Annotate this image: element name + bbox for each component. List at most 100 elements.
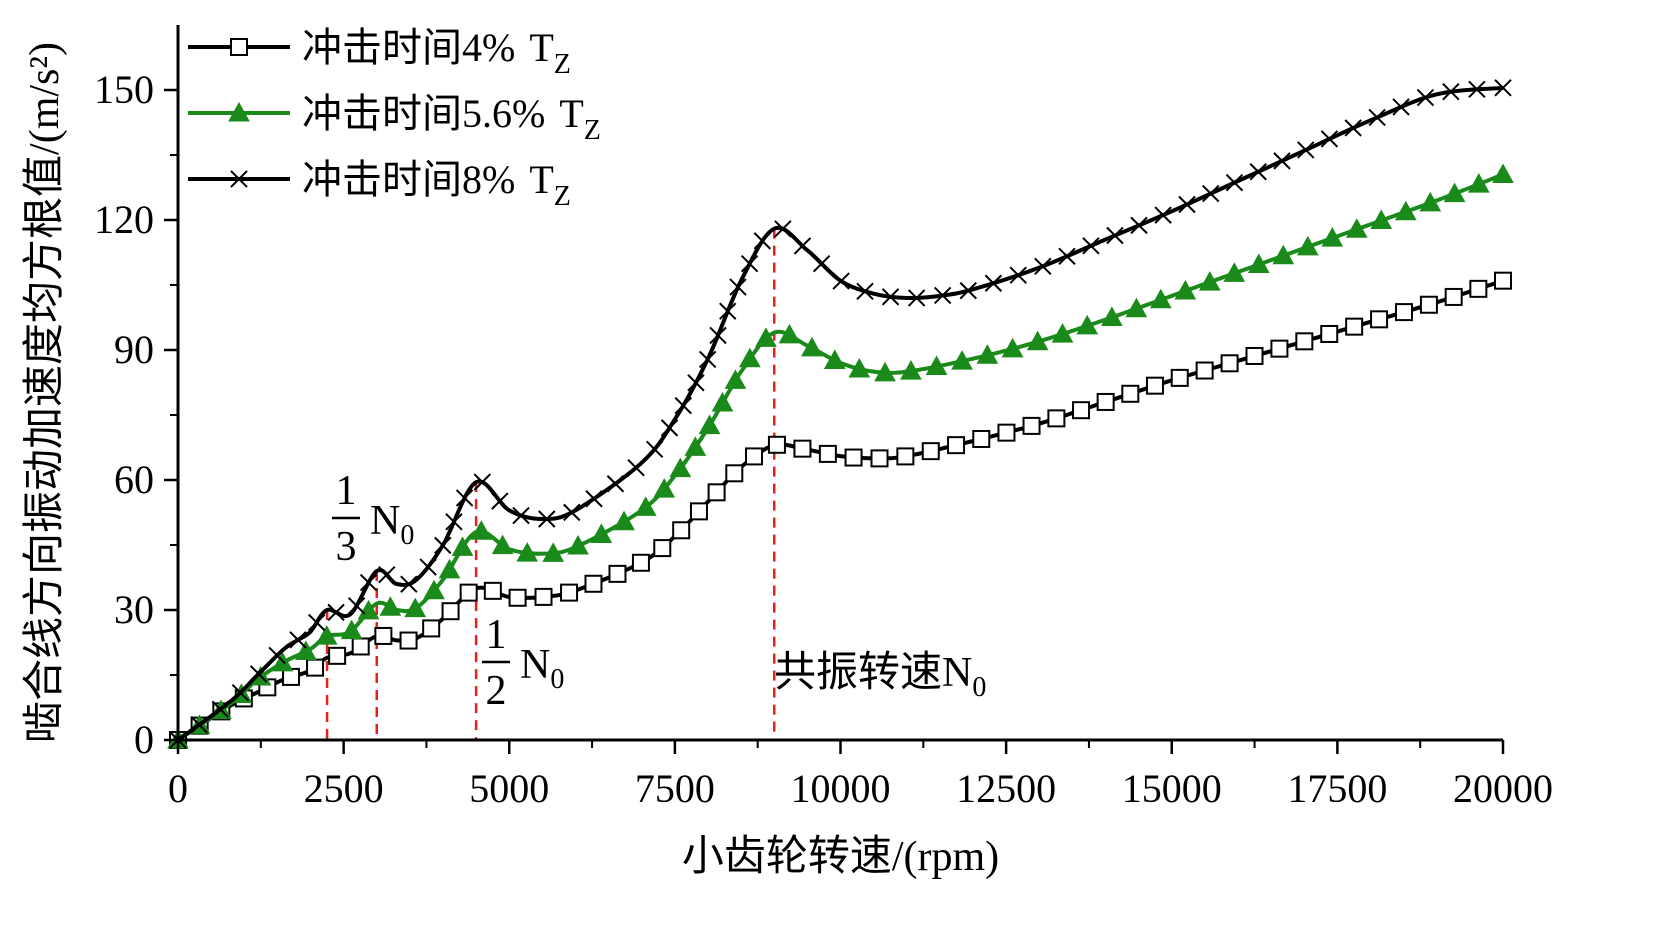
data-point <box>631 553 650 572</box>
data-point <box>423 579 445 600</box>
series-line <box>176 85 1504 742</box>
data-point <box>1295 332 1314 351</box>
data-point <box>295 640 317 661</box>
data-point <box>645 440 664 459</box>
data-point <box>774 220 792 238</box>
data-point <box>1321 227 1344 247</box>
data-point <box>1469 279 1488 298</box>
data-point <box>1170 368 1189 387</box>
data-point <box>584 574 603 593</box>
data-point <box>755 327 777 347</box>
data-point <box>1270 339 1289 358</box>
data-point <box>328 646 347 665</box>
data-point <box>1273 152 1291 170</box>
data-point <box>560 583 579 602</box>
fraction-symbol: N0 <box>370 498 414 551</box>
data-point <box>606 475 625 493</box>
data-point <box>459 583 478 602</box>
data-point <box>1174 279 1197 300</box>
data-point <box>947 436 966 455</box>
data-point <box>491 492 509 510</box>
data-point <box>315 625 338 645</box>
x-tick-label: 20000 <box>1453 766 1553 811</box>
data-point <box>1345 317 1364 336</box>
data-point <box>1419 191 1442 212</box>
data-point <box>1101 306 1123 326</box>
data-point <box>1468 80 1486 98</box>
data-point <box>896 447 915 466</box>
legend-label: 冲击时间5.6% TZ <box>302 91 601 146</box>
data-point <box>874 361 896 382</box>
data-point <box>1392 98 1410 116</box>
legend: 冲击时间4% TZ 冲击时间5.6% TZ 冲击时间8% TZ <box>188 25 601 212</box>
data-point <box>1082 237 1100 255</box>
data-point <box>740 254 759 273</box>
data-point <box>230 38 248 56</box>
y-tick-label: 60 <box>114 457 154 502</box>
data-point <box>724 369 747 389</box>
data-point <box>563 503 581 522</box>
y-tick-label: 90 <box>114 327 154 372</box>
data-point <box>1419 295 1438 314</box>
data-point <box>567 535 589 555</box>
data-point <box>1145 376 1164 395</box>
data-point <box>1370 310 1389 329</box>
annotation-resonance: 共振转速N0 <box>774 650 986 703</box>
data-point <box>698 350 717 369</box>
data-point <box>230 170 248 188</box>
annotation-third-n0: 1 3 N0 <box>332 468 414 570</box>
data-point <box>473 473 491 491</box>
data-point <box>818 444 837 463</box>
data-point <box>1494 79 1512 97</box>
legend-entry-1: 冲击时间4% TZ <box>188 25 571 80</box>
data-point <box>1130 216 1148 235</box>
data-point <box>739 347 761 368</box>
fraction-symbol: N0 <box>520 642 564 695</box>
data-point <box>359 573 378 592</box>
data-point <box>951 350 973 370</box>
data-point <box>907 289 926 307</box>
data-point <box>1344 119 1362 137</box>
data-point <box>984 274 1003 292</box>
fraction-numerator: 1 <box>336 468 357 514</box>
x-tick-label: 5000 <box>469 766 549 811</box>
data-point <box>1198 271 1221 291</box>
data-point <box>451 536 474 556</box>
data-point <box>306 658 325 677</box>
data-point <box>1220 354 1239 373</box>
data-point <box>1494 271 1512 290</box>
x-tick-label: 7500 <box>635 766 715 811</box>
data-point <box>289 631 307 649</box>
annotation-half-n0: 1 2 N0 <box>482 612 564 714</box>
data-point <box>1345 218 1368 238</box>
x-tick-label: 12500 <box>956 766 1056 811</box>
data-point <box>422 619 441 638</box>
data-point <box>400 575 418 593</box>
data-point <box>925 355 948 375</box>
data-point <box>1444 287 1463 306</box>
data-point <box>689 502 708 521</box>
data-point <box>613 510 635 531</box>
data-point <box>1416 88 1435 107</box>
legend-entry-3: 冲击时间8% TZ <box>188 157 571 212</box>
series-line <box>176 172 1504 742</box>
data-point <box>1320 130 1339 148</box>
data-point <box>538 510 556 528</box>
data-point <box>660 419 679 437</box>
data-point <box>508 588 527 607</box>
data-point <box>1076 314 1099 335</box>
data-point <box>767 435 786 454</box>
data-point <box>719 302 737 320</box>
x-tick-label: 2500 <box>304 766 384 811</box>
y-ticks: 0 30 60 90 120 150 <box>94 67 178 762</box>
data-point <box>848 357 871 378</box>
data-point <box>404 597 427 618</box>
y-axis-title: 啮合线方向振动加速度均方根值/(m/s²) <box>22 42 68 743</box>
data-point <box>438 558 461 579</box>
data-point <box>1022 416 1041 435</box>
fraction-denominator: 3 <box>336 524 357 570</box>
x-tick-label: 10000 <box>791 766 891 811</box>
data-point <box>378 565 396 584</box>
data-point <box>634 496 657 516</box>
data-point <box>1296 235 1319 256</box>
